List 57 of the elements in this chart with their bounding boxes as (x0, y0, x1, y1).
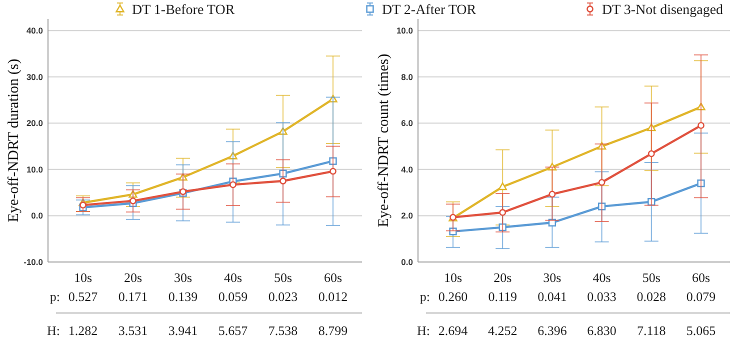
text: 3.941 (168, 323, 198, 338)
text: 1.282 (68, 323, 98, 338)
x-tick-label: 30s (174, 270, 192, 285)
y-tick-label: 6.0 (401, 118, 414, 128)
legend-label: DT 3-Not disengaged (602, 2, 724, 18)
text: 0.171 (118, 289, 148, 304)
text: 5.657 (218, 323, 248, 338)
text: 0.041 (538, 289, 567, 304)
y-tick-label: -10.0 (24, 256, 44, 267)
text: 0.033 (587, 289, 616, 304)
text: 0.028 (636, 289, 666, 304)
text: 6.830 (587, 323, 616, 338)
text: 2.694 (438, 323, 468, 338)
text: p: (420, 289, 430, 304)
x-tick-label: 60s (324, 270, 342, 285)
text: 6.396 (538, 323, 568, 338)
text: 4.252 (488, 323, 518, 338)
text: 5.065 (686, 323, 716, 338)
text: H: (417, 323, 430, 338)
y-tick-label: 40.0 (26, 26, 44, 36)
y-tick-label: 10.0 (396, 26, 414, 36)
x-tick-label: 10s (444, 270, 462, 285)
text: 7.118 (637, 323, 666, 338)
text: 8.799 (318, 323, 348, 338)
y-tick-label: 10.0 (26, 164, 44, 174)
text: 3.531 (118, 323, 148, 338)
text: 0.023 (268, 289, 298, 304)
y-axis-title: Eye-off-NDRT count (times) (376, 54, 392, 228)
x-tick-label: 40s (224, 270, 242, 285)
text: 0.079 (686, 289, 716, 304)
text: 0.527 (68, 289, 98, 304)
y-tick-label: 0.0 (31, 210, 44, 221)
x-tick-label: 20s (494, 270, 512, 285)
text: 0.012 (318, 289, 348, 304)
text: 0.260 (438, 289, 468, 304)
y-tick-label: 0.0 (401, 256, 414, 267)
y-tick-label: 2.0 (401, 210, 414, 221)
x-tick-label: 30s (543, 270, 562, 285)
text: 0.059 (218, 289, 248, 304)
x-tick-label: 10s (74, 270, 92, 285)
text: H: (47, 323, 60, 338)
x-tick-label: 50s (642, 270, 660, 285)
legend-label: DT 2-After TOR (382, 2, 477, 18)
y-tick-label: 30.0 (26, 72, 44, 82)
x-tick-label: 20s (124, 270, 142, 285)
y-axis-title: Eye-off-NDRT duration (s) (6, 58, 22, 222)
text: p: (50, 289, 60, 304)
legend-label: DT 1-Before TOR (132, 2, 236, 18)
x-tick-label: 40s (592, 270, 611, 285)
text: 7.538 (268, 323, 298, 338)
x-tick-label: 60s (692, 270, 710, 285)
y-tick-label: 20.0 (26, 118, 44, 128)
y-tick-label: 4.0 (401, 164, 414, 174)
x-tick-label: 50s (274, 270, 292, 285)
text: 0.119 (488, 289, 517, 304)
y-tick-label: 8.0 (401, 72, 414, 82)
text: 0.139 (168, 289, 198, 304)
